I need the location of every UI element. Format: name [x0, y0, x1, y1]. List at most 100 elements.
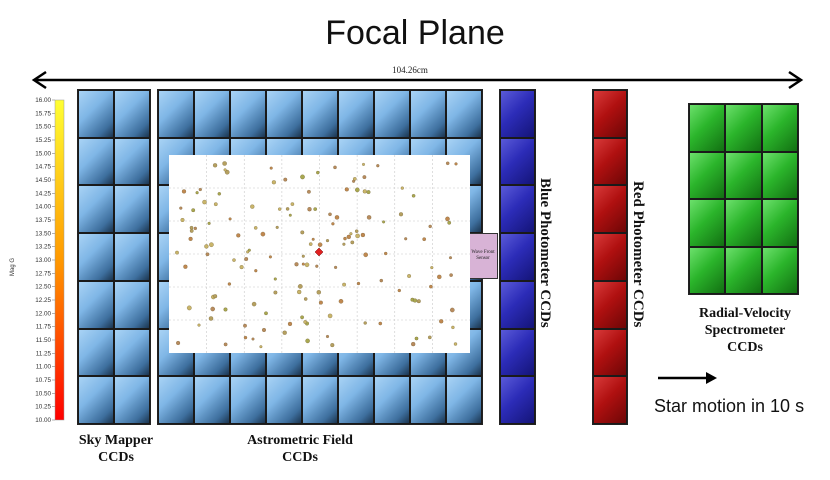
target-star-marker	[314, 247, 324, 257]
astrometric-ccd	[302, 90, 338, 138]
rvs-ccd	[761, 151, 798, 199]
star-dot	[315, 264, 319, 268]
star-dot	[223, 342, 228, 347]
star-dot	[290, 202, 295, 206]
star-dot	[317, 242, 323, 247]
star-dot	[236, 233, 241, 238]
star-dot	[180, 218, 185, 223]
star-dot	[207, 221, 211, 225]
rvs-ccd	[689, 246, 726, 294]
sky-mapper-ccd	[78, 90, 114, 138]
rvs-ccd	[725, 246, 762, 294]
star-dot	[222, 161, 227, 166]
star-dot	[243, 323, 247, 328]
star-dot	[189, 229, 194, 233]
magnitude-tick-label: 12.50	[35, 284, 51, 291]
magnitude-tick-label: 14.00	[35, 204, 51, 211]
star-dot	[197, 323, 201, 327]
astrometric-ccd	[194, 90, 230, 138]
star-dot	[349, 232, 353, 236]
sky-mapper-label: Sky Mapper CCDs	[78, 433, 154, 465]
star-dot	[198, 187, 202, 192]
star-dot	[183, 264, 188, 269]
star-dot	[344, 187, 349, 192]
star-dot	[307, 207, 312, 212]
astrometric-ccd	[338, 90, 374, 138]
magnitude-tick-label: 16.00	[35, 97, 51, 104]
star-dot	[308, 242, 313, 246]
sky-mapper-ccd	[78, 376, 114, 424]
rvs-label: Radial-Velocity Spectrometer CCDs	[698, 306, 792, 355]
star-dot	[307, 189, 311, 194]
astrometric-ccd	[302, 376, 338, 424]
star-dot	[411, 194, 416, 198]
sky-mapper-ccd	[114, 90, 150, 138]
star-dot	[227, 282, 232, 286]
star-dot	[338, 299, 344, 304]
rvs-ccd	[761, 199, 798, 247]
star-dot	[179, 206, 183, 210]
magnitude-tick-label: 10.50	[35, 390, 51, 397]
star-dot	[300, 230, 305, 235]
star-dot	[268, 255, 272, 259]
astrometric-ccd	[338, 376, 374, 424]
star-dot	[439, 319, 444, 324]
star-dot	[262, 328, 266, 332]
star-dot	[449, 273, 453, 277]
sky-mapper-ccd-array	[77, 89, 151, 425]
star-dot	[301, 254, 305, 258]
sky-mapper-ccd	[114, 137, 150, 186]
red-photometer-ccd	[593, 376, 627, 424]
star-dot	[447, 220, 452, 225]
star-dot	[328, 212, 332, 217]
star-dot	[354, 229, 359, 233]
star-dot	[176, 340, 181, 346]
star-dot	[318, 300, 323, 305]
magnitude-tick-label: 13.50	[35, 230, 51, 237]
magnitude-tick-label: 15.75	[35, 110, 51, 117]
star-motion-label: Star motion in 10 s	[654, 396, 805, 416]
red-photometer-ccd	[593, 233, 627, 281]
star-dot	[278, 207, 282, 211]
magnitude-tick-label: 14.75	[35, 164, 51, 171]
star-dot	[305, 338, 310, 344]
star-motion-arrow	[658, 372, 717, 384]
star-dot	[316, 170, 320, 175]
astrometric-field-label: Astrometric Field CCDs	[247, 433, 353, 465]
star-dot	[208, 316, 214, 321]
magnitude-tick-label: 10.75	[35, 377, 51, 384]
star-dot	[195, 191, 199, 195]
star-dot	[428, 335, 432, 340]
star-field-plot	[169, 155, 470, 353]
blue-photometer-ccd	[500, 280, 535, 329]
star-dot	[288, 213, 292, 217]
star-dot	[428, 224, 432, 229]
magnitude-tick-label: 12.25	[35, 297, 51, 304]
star-dot	[204, 244, 209, 249]
star-dot	[330, 343, 335, 348]
magnitude-tick-label: 15.00	[35, 150, 51, 157]
star-dot	[362, 175, 367, 180]
star-dot	[297, 289, 302, 295]
magnitude-tick-label: 11.00	[36, 364, 52, 371]
astrometric-ccd	[410, 90, 446, 138]
star-dot	[311, 237, 315, 241]
star-dot	[334, 265, 338, 269]
star-dot	[271, 180, 276, 185]
star-dot	[282, 330, 287, 335]
star-dot	[445, 161, 450, 166]
astrometric-ccd	[446, 90, 482, 138]
star-dot	[223, 168, 227, 172]
rvs-ccd	[761, 104, 798, 152]
width-label: 104.26cm	[392, 65, 428, 75]
astrometric-ccd	[158, 376, 194, 424]
blue-photometer-ccd	[500, 137, 535, 186]
star-dot	[294, 262, 299, 267]
blue-photometer-ccd	[500, 233, 535, 281]
blue-photometer-label: Blue Photometer CCDs	[537, 178, 553, 328]
star-dot	[343, 236, 347, 241]
star-dot	[404, 237, 408, 241]
magnitude-tick-label: 14.25	[35, 190, 51, 197]
rvs-ccd	[761, 246, 798, 294]
star-dot	[384, 251, 388, 256]
